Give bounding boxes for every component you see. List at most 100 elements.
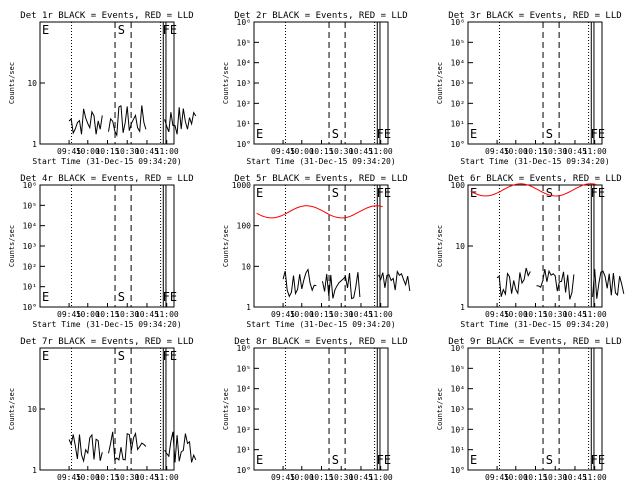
x-tick-label: 11:00 (583, 147, 607, 156)
y-axis-label: Counts/sec (436, 388, 444, 430)
x-tick-label: 10:45 (563, 473, 587, 480)
x-tick-label: 10:15 (95, 147, 119, 156)
x-tick-label: 10:00 (504, 147, 528, 156)
marker-s: S (118, 290, 125, 304)
x-tick-label: 10:00 (290, 310, 314, 319)
x-axis-label: Start Time (31-Dec-15 09:34:20) (32, 320, 181, 329)
x-tick-label: 10:30 (115, 147, 139, 156)
y-tick-label: 10⁵ (237, 38, 251, 47)
x-axis-label: Start Time (31-Dec-15 09:34:20) (460, 320, 609, 329)
x-tick-label: 09:45 (485, 473, 509, 480)
marker-e: E (42, 290, 49, 304)
marker-e: E (256, 186, 263, 200)
x-tick-label: 11:00 (155, 473, 179, 480)
events-curve (592, 269, 625, 299)
events-curve (536, 269, 575, 300)
panel-3: Det 3r BLACK = Events, RED = LLD Counts/s… (436, 11, 622, 166)
y-tick-label: 10⁶ (451, 344, 465, 353)
y-tick-label: 10 (27, 405, 37, 414)
y-tick-label: 10° (451, 140, 465, 149)
y-tick-label: 10² (23, 262, 37, 271)
x-axis-label: Start Time (31-Dec-15 09:34:20) (246, 157, 395, 166)
x-tick-label: 10:00 (76, 147, 100, 156)
x-tick-label: 09:45 (485, 310, 509, 319)
panel-4: Det 4r BLACK = Events, RED = LLD Counts/s… (8, 174, 194, 329)
y-tick-label: 10⁶ (237, 18, 251, 27)
y-axis-label: Counts/sec (436, 62, 444, 104)
x-tick-label: 10:30 (329, 310, 353, 319)
y-tick-label: 10⁵ (451, 38, 465, 47)
y-tick-label: 10² (237, 99, 251, 108)
y-tick-label: 10⁴ (451, 385, 465, 394)
panel-title: Det 7r BLACK = Events, RED = LLD (20, 337, 193, 347)
x-tick-label: 09:45 (57, 473, 81, 480)
marker-s: S (332, 453, 339, 467)
events-curve (282, 268, 317, 298)
events-curve (108, 431, 147, 461)
y-tick-label: 1 (32, 140, 37, 149)
plot-frame (253, 21, 389, 145)
panel-title: Det 6r BLACK = Events, RED = LLD (448, 174, 621, 184)
x-tick-label: 10:15 (95, 310, 119, 319)
events-curve (68, 108, 103, 135)
y-tick-label: 10⁴ (23, 222, 37, 231)
y-tick-label: 10¹ (237, 446, 251, 455)
panel-title: Det 1r BLACK = Events, RED = LLD (20, 11, 193, 21)
y-tick-label: 10 (27, 79, 37, 88)
x-tick-label: 10:00 (290, 147, 314, 156)
y-tick-label: 10¹ (451, 446, 465, 455)
x-tick-label: 10:45 (563, 310, 587, 319)
y-axis-label: Counts/sec (222, 62, 230, 104)
x-tick-label: 10:15 (309, 147, 333, 156)
marker-e: E (470, 127, 477, 141)
marker-fe: FE (591, 127, 605, 141)
marker-fe: FE (163, 23, 177, 37)
x-tick-label: 10:15 (523, 473, 547, 480)
x-tick-label: 10:30 (329, 147, 353, 156)
plot-frame (253, 347, 389, 471)
x-tick-label: 10:45 (349, 473, 373, 480)
events-curve (378, 270, 411, 291)
x-tick-label: 11:00 (369, 310, 393, 319)
plot-frame (39, 21, 175, 145)
y-tick-label: 10¹ (237, 120, 251, 129)
y-tick-label: 10² (237, 425, 251, 434)
panel-7: Det 7r BLACK = Events, RED = LLD Counts/s… (8, 337, 197, 480)
events-curve (496, 267, 531, 297)
x-tick-label: 10:00 (290, 473, 314, 480)
x-tick-label: 11:00 (369, 147, 393, 156)
events-curve (164, 431, 197, 463)
y-tick-label: 10° (237, 466, 251, 475)
x-tick-label: 10:30 (115, 473, 139, 480)
x-tick-label: 10:00 (76, 310, 100, 319)
x-tick-label: 10:30 (543, 473, 567, 480)
marker-fe: FE (377, 127, 391, 141)
x-tick-label: 10:45 (135, 147, 159, 156)
y-tick-label: 10⁴ (451, 59, 465, 68)
y-tick-label: 10 (455, 242, 465, 251)
marker-e: E (42, 349, 49, 363)
x-axis-label: Start Time (31-Dec-15 09:34:20) (460, 157, 609, 166)
y-axis-label: Counts/sec (8, 388, 16, 430)
y-tick-label: 10² (451, 425, 465, 434)
y-tick-label: 10⁵ (451, 364, 465, 373)
plot-frame (39, 347, 175, 471)
x-tick-label: 11:00 (155, 147, 179, 156)
y-tick-label: 10⁶ (237, 344, 251, 353)
panel-title: Det 8r BLACK = Events, RED = LLD (234, 337, 407, 347)
panel-8: Det 8r BLACK = Events, RED = LLD Counts/s… (222, 337, 408, 480)
y-tick-label: 10° (451, 466, 465, 475)
x-tick-label: 10:45 (135, 310, 159, 319)
y-tick-label: 10³ (237, 79, 251, 88)
x-tick-label: 10:15 (95, 473, 119, 480)
x-tick-label: 09:45 (271, 147, 295, 156)
panel-title: Det 5r BLACK = Events, RED = LLD (234, 174, 407, 184)
plot-frame (467, 347, 603, 471)
plot-frame (253, 184, 389, 308)
marker-fe: FE (163, 349, 177, 363)
y-axis-label: Counts/sec (222, 388, 230, 430)
y-axis-label: Counts/sec (222, 225, 230, 267)
y-tick-label: 10⁵ (237, 364, 251, 373)
marker-fe: FE (377, 453, 391, 467)
